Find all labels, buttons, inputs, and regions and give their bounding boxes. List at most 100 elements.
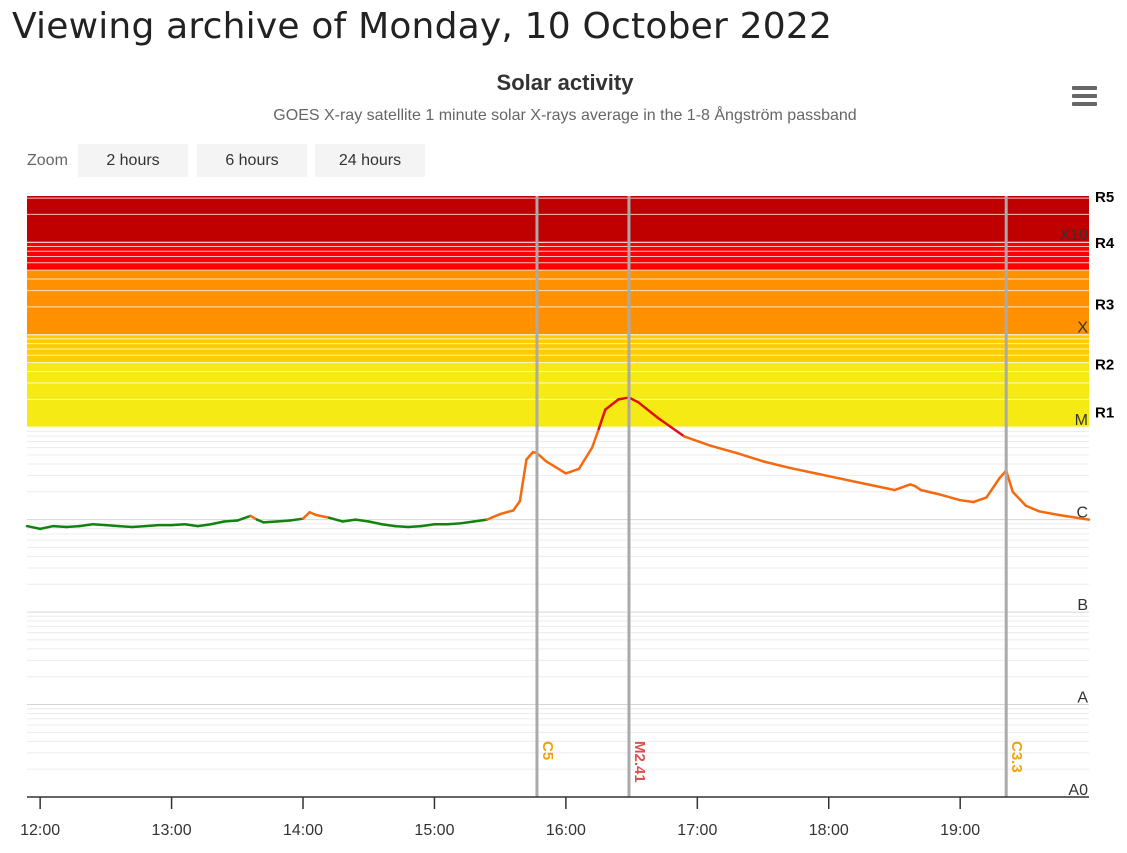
flux-line-segment [275,519,292,523]
x-tick-label: 18:00 [809,822,849,839]
chart-subtitle: GOES X-ray satellite 1 minute solar X-ra… [273,107,857,124]
flare-label-c3-3: C3.3 [1008,741,1025,773]
zoom-6-hours-button[interactable]: 6 hours [197,144,307,177]
flux-line-segment [597,408,607,431]
r-label-r1: R1 [1095,404,1114,421]
flux-line-segment [144,523,160,528]
flare-label-m2-41: M2.41 [631,741,648,783]
flux-line-segment [518,458,528,503]
flux-line-segment [840,477,870,486]
zoom-24-hours-button[interactable]: 24 hours [315,144,425,177]
flux-line-segment [709,444,739,455]
flux-line-segment [341,518,357,523]
flux-line-segment [314,513,331,520]
flux-line-segment [380,522,397,528]
hamburger-menu-icon [1072,86,1097,90]
x-tick-label: 14:00 [283,822,323,839]
y-class-label-m: M [1075,412,1088,429]
chart-title: Solar activity [496,70,634,95]
r-label-r5: R5 [1095,189,1114,206]
r-label-r4: R4 [1095,235,1115,252]
flux-line-segment [682,435,712,447]
flux-line-segment [525,450,535,461]
flux-line-segment [183,522,200,528]
flux-line-segment [420,522,436,528]
flux-line-segment [354,518,370,523]
flux-line-segment [104,523,121,528]
flux-line-segment [564,467,581,475]
x-tick-label: 13:00 [152,822,192,839]
flux-line-segment [972,496,988,504]
x-tick-label: 15:00 [414,822,454,839]
flux-line-segment [236,514,252,522]
flux-line-segment [544,460,568,475]
flux-line-segment [262,520,278,524]
flux-line-segment [288,517,305,522]
x-tick-label: 16:00 [546,822,586,839]
y-class-label-c: C [1076,505,1088,522]
flux-line-segment [1037,510,1061,517]
y-class-label-x: X [1077,320,1088,337]
flux-line-segment [117,524,134,529]
flux-line-segment [196,522,213,528]
flux-line-segment [222,519,239,523]
flux-line-segment [958,498,975,504]
flux-line-segment [919,488,942,496]
flux-line-segment [393,524,410,529]
flux-line-segment [1057,513,1091,521]
flux-line-segment [406,524,423,529]
hamburger-menu-icon [1072,94,1097,98]
x-tick-label: 17:00 [677,822,717,839]
y-class-label-x10: X10 [1060,227,1089,244]
flux-line-segment [130,524,147,529]
flux-line-segment [577,446,594,471]
flux-line-segment [617,396,631,401]
flare-label-c5: C5 [539,741,556,760]
r-zone-band-1 [27,362,1089,428]
flux-line-segment [459,520,476,525]
y-class-label-a: A [1077,690,1088,707]
x-tick-label: 12:00 [20,822,60,839]
flux-line-segment [249,514,259,521]
flux-line-segment [590,427,600,449]
flux-line-segment [367,520,384,526]
flux-line-segment [65,524,81,529]
flux-line-segment [91,522,108,527]
chart-menu-button[interactable] [1068,82,1100,112]
flux-line-segment [761,460,791,470]
flux-line-segment [209,520,226,526]
flux-line-segment [735,451,765,463]
flux-line-segment [52,524,68,529]
flux-line-segment [1011,490,1028,507]
flux-line-segment [25,524,42,531]
flux-line-segment [301,510,311,520]
y-class-label-a0: A0 [1068,782,1088,799]
flux-line-segment [788,466,817,475]
x-tick-label: 19:00 [940,822,980,839]
flux-line-segment [485,512,502,521]
page-heading: Viewing archive of Monday, 10 October 20… [12,6,833,47]
flux-line-segment [512,499,522,512]
r-label-r2: R2 [1095,356,1114,373]
flux-line-segment [939,493,962,502]
flux-line-segment [535,451,548,463]
flux-line-segment [636,400,660,420]
hamburger-menu-icon [1072,102,1097,106]
zoom-2-hours-button[interactable]: 2 hours [78,144,188,177]
r-zone-band-5 [27,196,1089,243]
flux-line-segment [78,522,94,528]
r-label-r3: R3 [1095,296,1114,313]
flux-line-segment [604,398,620,411]
flux-line-segment [446,522,462,526]
flux-line-segment [38,524,55,531]
flux-line-segment [627,396,640,404]
r-zone-band-3 [27,269,1089,335]
zoom-label: Zoom [27,152,68,169]
flux-line-segment [893,483,912,492]
flux-line-segment [656,416,686,438]
flux-line-segment [985,476,1001,499]
flux-line-segment [472,518,489,523]
flux-line-segment [866,483,896,492]
y-class-label-b: B [1077,597,1088,614]
